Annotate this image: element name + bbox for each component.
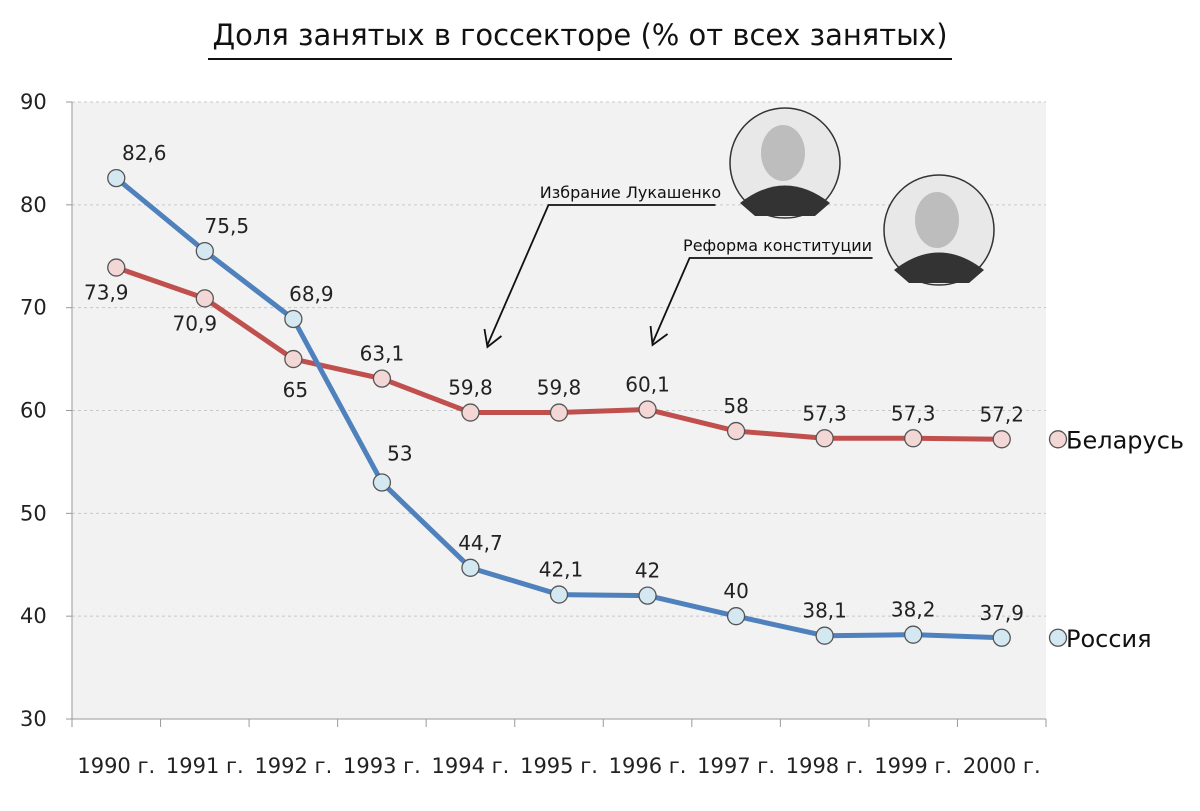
data-point [549, 403, 569, 422]
data-point [904, 625, 923, 644]
y-tick-label: 80 [20, 193, 47, 217]
annotation-text: Избрание Лукашенко [540, 183, 721, 202]
legend-label: Беларусь [1066, 426, 1184, 454]
data-label: 68,9 [289, 282, 334, 306]
data-label: 73,9 [84, 281, 129, 305]
data-label: 63,1 [360, 342, 405, 366]
data-point [461, 403, 480, 422]
portrait-face [915, 192, 959, 248]
data-point [992, 628, 1011, 647]
data-label: 82,6 [122, 141, 167, 165]
data-point [372, 369, 392, 388]
data-label: 57,3 [891, 401, 936, 425]
data-point [815, 626, 834, 645]
y-tick-label: 90 [20, 90, 47, 114]
data-label: 42,1 [539, 558, 584, 582]
annotation-arrowhead [483, 328, 503, 349]
x-tick-label: 1995 г. [520, 754, 598, 778]
annotation-arrowhead [649, 325, 669, 347]
x-tick-label: 1997 г. [697, 754, 775, 778]
x-tick-label: 1999 г. [874, 754, 952, 778]
data-label: 38,1 [802, 599, 847, 623]
data-label: 59,8 [537, 376, 582, 400]
data-point [815, 429, 834, 448]
data-point [107, 258, 126, 277]
data-label: 37,9 [979, 601, 1024, 625]
series-1: 82,6 75,5 68,9 53 44,7 42,1 42 40 38,1 38,2 37,9 [107, 141, 1024, 647]
x-tick-label: 1991 г. [166, 754, 244, 778]
data-label: 53 [387, 441, 412, 465]
data-label: 59,8 [448, 376, 493, 400]
data-label: 42 [635, 559, 660, 583]
data-point [107, 168, 126, 188]
data-label: 70,9 [173, 311, 218, 335]
data-point [638, 400, 657, 419]
chart-title: Доля занятых в госсекторе (% от всех зан… [0, 18, 1160, 60]
x-tick-label: 1992 г. [254, 754, 332, 778]
portrait-face [761, 125, 805, 181]
series-group: 73,9 70,9 65 63,1 59,8 59,8 60,1 58 57,3 57,3 57,2… [84, 141, 1024, 647]
data-label: 57,2 [979, 402, 1024, 426]
data-point [284, 349, 303, 369]
data-point [992, 430, 1011, 449]
portrait-body [740, 185, 830, 216]
series-0: 73,9 70,9 65 63,1 59,8 59,8 60,1 58 57,3 57,3 57,2 [84, 258, 1024, 449]
y-tick-label: 30 [20, 707, 47, 731]
axes: 30 40 50 60 70 80 90 1990 г. 1991 г. 1992 г. 1993 … [20, 90, 1047, 778]
x-tick-label: 1993 г. [343, 754, 421, 778]
data-point [549, 585, 569, 604]
data-label: 44,7 [458, 531, 503, 555]
annotation-text: Реформа конституции [683, 236, 872, 255]
data-point [372, 473, 392, 492]
y-tick-label: 40 [20, 604, 47, 628]
data-point [726, 607, 746, 626]
data-label: 38,2 [891, 598, 936, 622]
y-tick-label: 70 [20, 296, 47, 320]
data-point [195, 241, 214, 261]
data-point [195, 289, 214, 308]
data-point [638, 586, 657, 605]
x-tick-label: 1994 г. [432, 754, 510, 778]
data-point [904, 429, 923, 448]
data-point [726, 421, 746, 441]
y-tick-label: 60 [20, 399, 47, 423]
annotation-arrow [486, 204, 716, 346]
y-tick-label: 50 [20, 501, 47, 525]
legend-marker [1048, 430, 1068, 449]
annotation-arrow [651, 257, 873, 344]
legend: Беларусь Россия [1048, 426, 1184, 653]
data-label: 75,5 [205, 214, 250, 238]
data-point [461, 558, 480, 577]
legend-label: Россия [1066, 625, 1152, 653]
annotations: Избрание Лукашенко Реформа конституции [483, 107, 995, 349]
x-tick-label: 1990 г. [77, 754, 155, 778]
data-label: 40 [723, 579, 748, 603]
legend-marker [1048, 628, 1068, 647]
x-tick-label: 2000 г. [963, 754, 1041, 778]
x-tick-label: 1996 г. [609, 754, 687, 778]
data-label: 57,3 [802, 401, 847, 425]
x-tick-label: 1998 г. [786, 754, 864, 778]
data-label: 65 [283, 378, 308, 402]
chart-title-text: Доля занятых в госсекторе (% от всех зан… [208, 18, 952, 60]
data-point [284, 309, 303, 329]
data-label: 60,1 [625, 372, 670, 396]
portrait-body [894, 252, 984, 283]
data-label: 58 [723, 394, 748, 418]
